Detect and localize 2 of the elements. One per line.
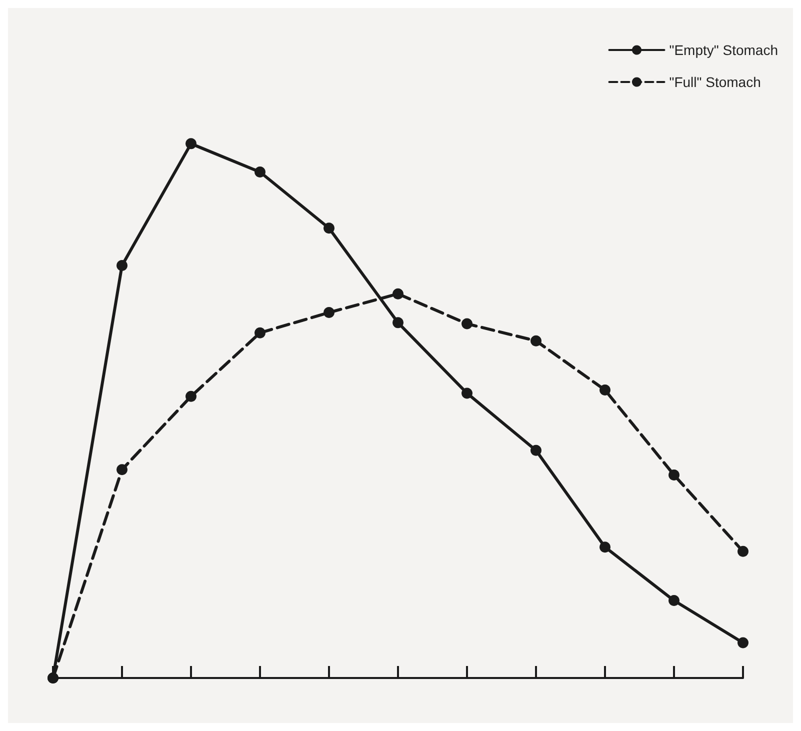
legend-label: "Empty" Stomach — [669, 42, 778, 58]
legend-label: "Full" Stomach — [669, 74, 761, 90]
